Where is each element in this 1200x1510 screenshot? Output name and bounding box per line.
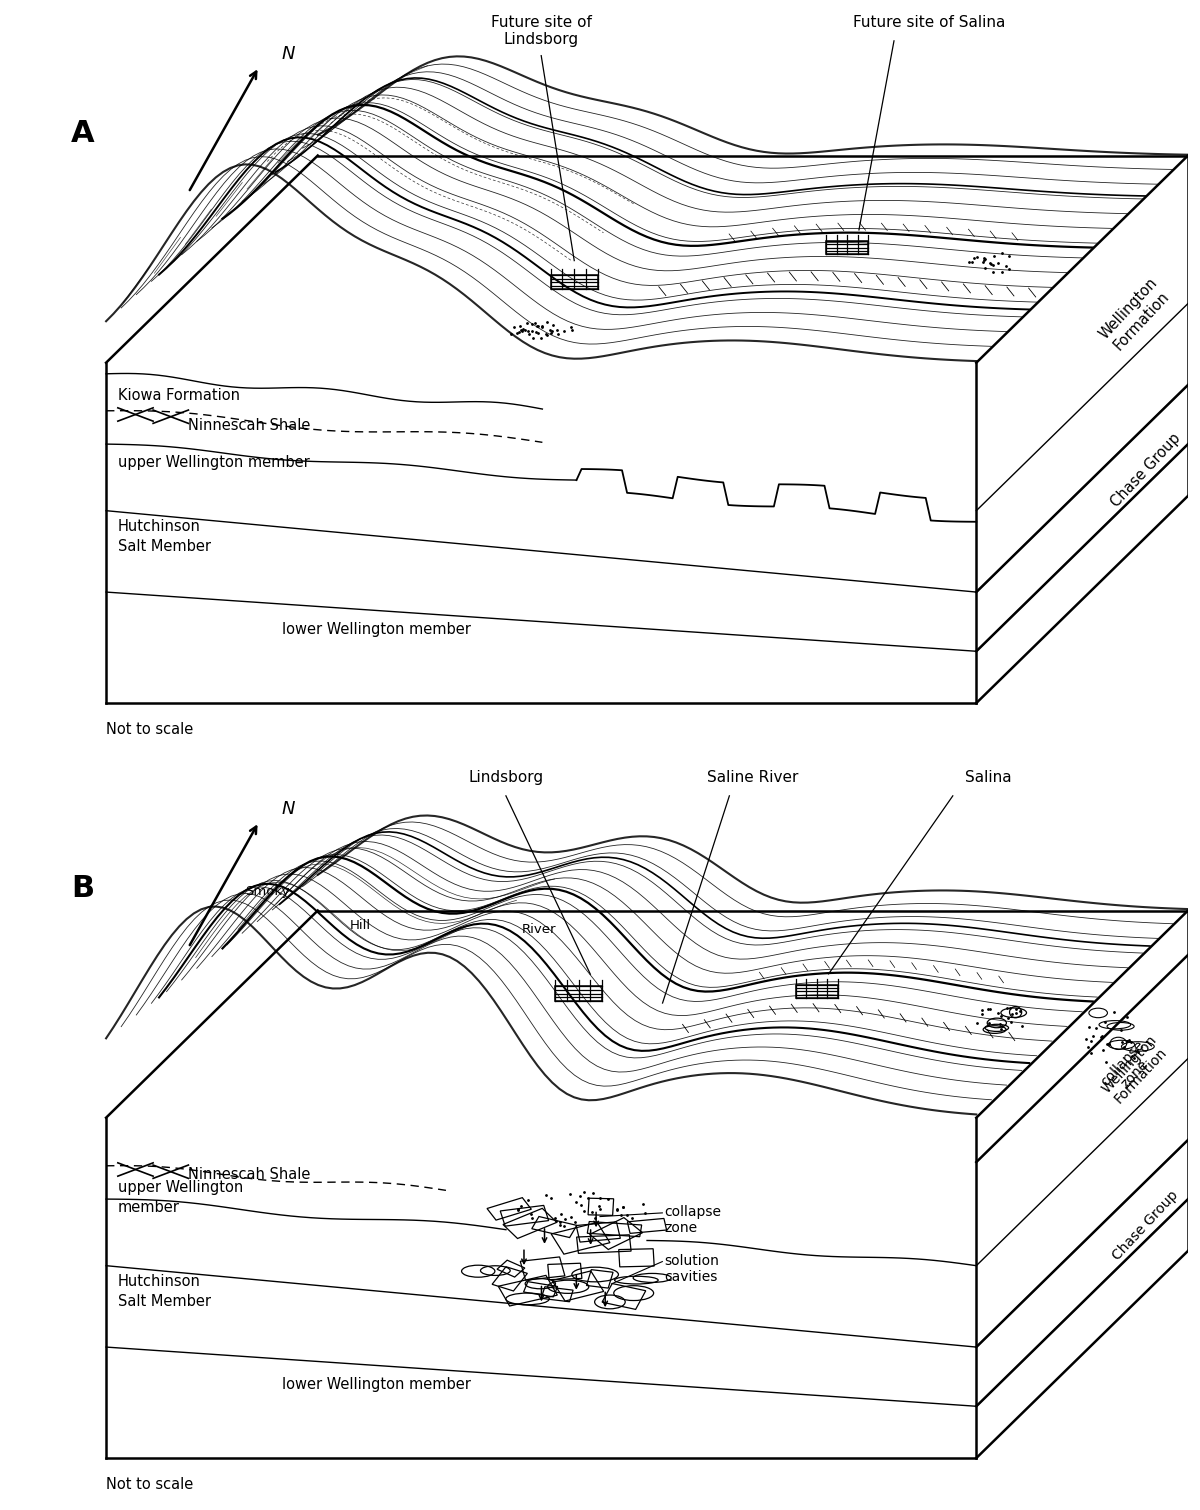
Text: Future site of Salina: Future site of Salina: [853, 15, 1006, 30]
Text: Hutchinson
Salt Member: Hutchinson Salt Member: [118, 1274, 211, 1309]
Bar: [796, 985, 838, 998]
Text: N: N: [282, 45, 295, 63]
Text: River: River: [522, 923, 556, 936]
Text: Not to scale: Not to scale: [106, 1477, 193, 1492]
Text: Saline River: Saline River: [707, 770, 798, 785]
Text: Wellington
Formation: Wellington Formation: [1099, 1033, 1171, 1107]
Text: Wellington
Formation: Wellington Formation: [1097, 275, 1174, 353]
Text: Ninnescah Shale: Ninnescah Shale: [188, 1167, 311, 1182]
Text: solution
cavities: solution cavities: [665, 1253, 720, 1284]
Text: Hutchinson
Salt Member: Hutchinson Salt Member: [118, 519, 211, 554]
Text: lower Wellington member: lower Wellington member: [282, 1377, 472, 1392]
Text: Salina: Salina: [965, 770, 1012, 785]
Text: Future site of
Lindsborg: Future site of Lindsborg: [491, 15, 592, 47]
Text: A: A: [71, 118, 95, 148]
Text: upper Wellington
member: upper Wellington member: [118, 1179, 244, 1214]
Text: lower Wellington member: lower Wellington member: [282, 622, 472, 637]
Text: Lindsborg: Lindsborg: [468, 770, 544, 785]
Text: B: B: [71, 873, 94, 903]
Text: upper Wellington member: upper Wellington member: [118, 455, 310, 470]
Text: Chase Group: Chase Group: [1108, 430, 1183, 510]
Bar: [551, 275, 598, 290]
Text: Ninnescah Shale: Ninnescah Shale: [188, 418, 311, 433]
Text: Kiowa Formation: Kiowa Formation: [118, 388, 240, 403]
Text: collapse
zone: collapse zone: [665, 1205, 721, 1235]
Bar: [826, 242, 869, 254]
Text: N: N: [282, 800, 295, 818]
Text: Not to scale: Not to scale: [106, 722, 193, 737]
Text: Smoky: Smoky: [245, 885, 289, 898]
Bar: [556, 986, 602, 1001]
Text: collapse
zone: collapse zone: [1098, 1037, 1159, 1099]
Text: Hill: Hill: [350, 920, 371, 932]
Text: Chase Group: Chase Group: [1110, 1188, 1181, 1264]
